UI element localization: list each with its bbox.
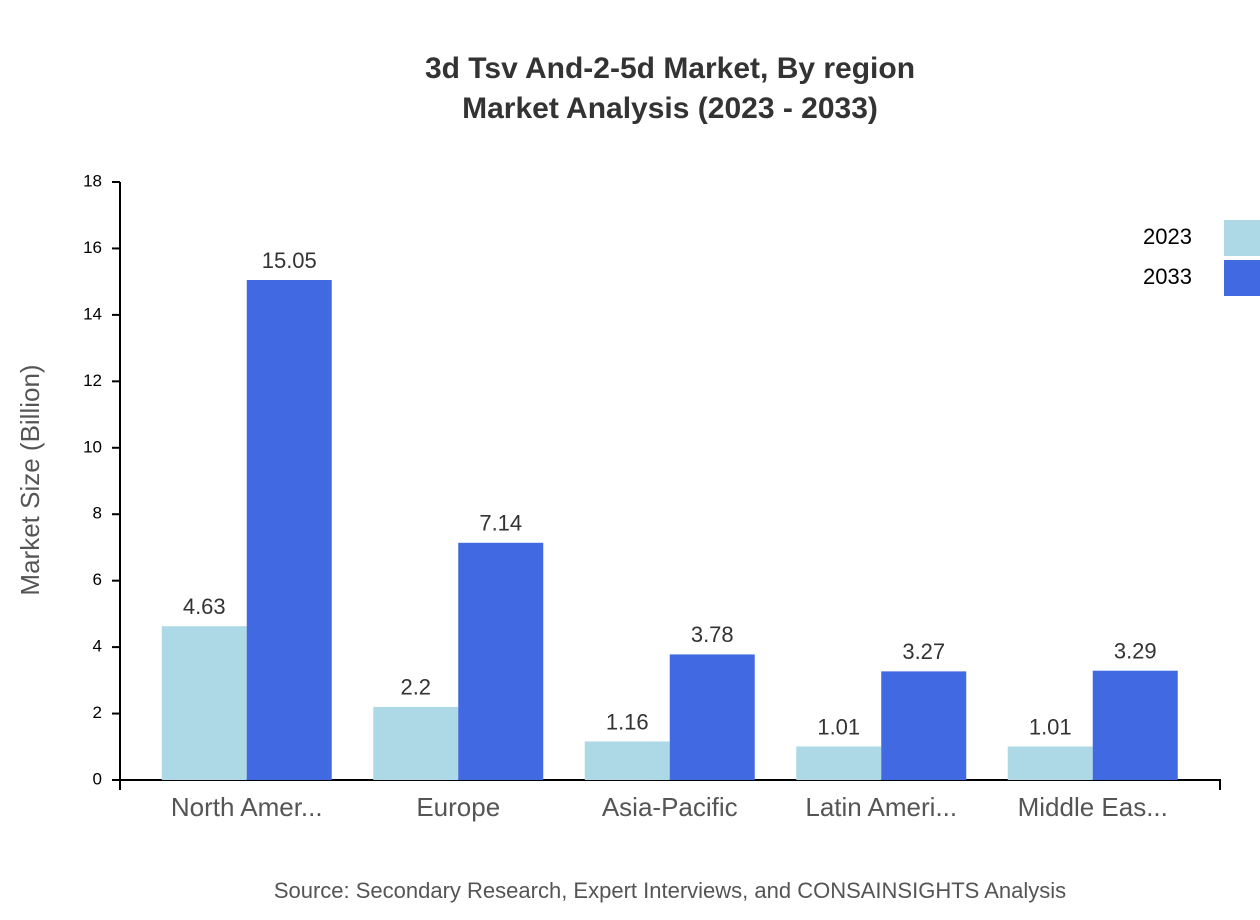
y-tick-label: 18	[83, 171, 102, 190]
x-tick-label: Asia-Pacific	[602, 792, 738, 822]
bar	[1092, 670, 1178, 780]
legend-label: 2033	[1143, 264, 1192, 289]
y-tick-label: 2	[93, 703, 102, 722]
value-label: 3.78	[691, 622, 734, 647]
x-tick-label: Latin Ameri...	[805, 792, 957, 822]
source-note: Source: Secondary Research, Expert Inter…	[274, 878, 1066, 903]
value-label: 3.29	[1114, 639, 1157, 664]
y-tick-label: 8	[93, 504, 102, 523]
y-tick-label: 16	[83, 238, 102, 257]
legend-swatch	[1224, 220, 1260, 256]
value-label: 2.2	[400, 675, 431, 700]
y-tick-label: 0	[93, 769, 102, 788]
bar	[246, 280, 332, 780]
y-tick-label: 12	[83, 371, 102, 390]
y-tick-label: 6	[93, 570, 102, 589]
value-label: 4.63	[183, 594, 226, 619]
y-tick-label: 14	[83, 304, 102, 323]
bar	[161, 626, 247, 780]
y-axis-label: Market Size (Billion)	[15, 364, 45, 595]
bar	[458, 542, 544, 780]
bar	[881, 671, 967, 780]
chart-subtitle: Market Analysis (2023 - 2033)	[462, 92, 878, 125]
bar	[1007, 746, 1093, 780]
bar	[584, 741, 670, 780]
bar	[796, 746, 882, 780]
legend-swatch	[1224, 260, 1260, 296]
x-tick-label: North Amer...	[171, 792, 323, 822]
y-tick-label: 10	[83, 437, 102, 456]
value-label: 1.01	[1029, 714, 1072, 739]
y-tick-label: 4	[93, 637, 102, 656]
value-label: 7.14	[479, 511, 522, 536]
chart-title: 3d Tsv And-2-5d Market, By region	[425, 52, 915, 85]
bar	[669, 654, 755, 780]
x-tick-label: Middle Eas...	[1018, 792, 1168, 822]
x-tick-label: Europe	[416, 792, 500, 822]
value-label: 1.16	[606, 709, 649, 734]
legend-label: 2023	[1143, 224, 1192, 249]
value-label: 15.05	[262, 248, 317, 273]
value-label: 3.27	[902, 639, 945, 664]
value-label: 1.01	[817, 714, 860, 739]
bar	[373, 706, 459, 780]
